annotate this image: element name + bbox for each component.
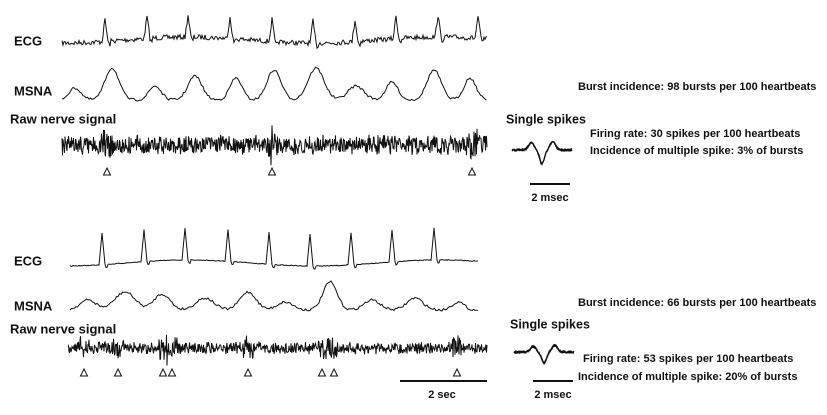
scale-label: 2 msec: [531, 192, 568, 204]
label: MSNA: [14, 83, 53, 98]
burst-marker: [243, 367, 253, 377]
label: Single spikes: [510, 317, 590, 331]
burst-marker: [329, 367, 339, 377]
scale-label: 2 msec: [534, 389, 571, 401]
ecg-trace: [61, 15, 488, 49]
raw-trace: [61, 125, 488, 166]
label: ECG: [14, 33, 42, 48]
msna-trace: [69, 280, 479, 312]
burst-marker: [167, 367, 177, 377]
burst-marker: [158, 367, 168, 377]
scale-label: 2 sec: [428, 389, 456, 401]
info-text: Incidence of multiple spike: 3% of burst…: [590, 145, 803, 157]
burst-marker: [113, 367, 123, 377]
msna-trace: [61, 66, 487, 102]
info-text: Incidence of multiple spike: 20% of burs…: [578, 371, 797, 383]
spike-waveform: [511, 141, 573, 165]
spike-waveform: [513, 344, 575, 364]
spike-waveform: [513, 343, 575, 363]
label: Raw nerve signal: [10, 321, 116, 336]
ecg-trace: [69, 227, 478, 270]
label: MSNA: [14, 298, 53, 313]
spike-waveform: [513, 343, 575, 365]
spike-waveform: [511, 141, 573, 166]
burst-marker: [102, 166, 112, 176]
spike-waveform: [513, 343, 575, 366]
spike-waveform: [511, 141, 573, 166]
spike-waveform: [513, 344, 575, 364]
burst-marker: [79, 367, 89, 377]
burst-marker: [317, 367, 327, 377]
label: Single spikes: [506, 112, 586, 126]
burst-marker: [467, 166, 477, 176]
burst-marker: [452, 367, 462, 377]
label: ECG: [14, 253, 42, 268]
info-text: Firing rate: 53 spikes per 100 heartbeat…: [583, 353, 793, 365]
info-text: Burst incidence: 98 bursts per 100 heart…: [578, 81, 816, 93]
label: Raw nerve signal: [10, 111, 116, 126]
raw-trace: [67, 334, 488, 366]
burst-marker: [267, 166, 277, 176]
info-text: Burst incidence: 66 bursts per 100 heart…: [578, 297, 816, 309]
info-text: Firing rate: 30 spikes per 100 heartbeat…: [590, 128, 800, 140]
traces: [61, 15, 575, 377]
spike-waveform: [511, 140, 572, 165]
